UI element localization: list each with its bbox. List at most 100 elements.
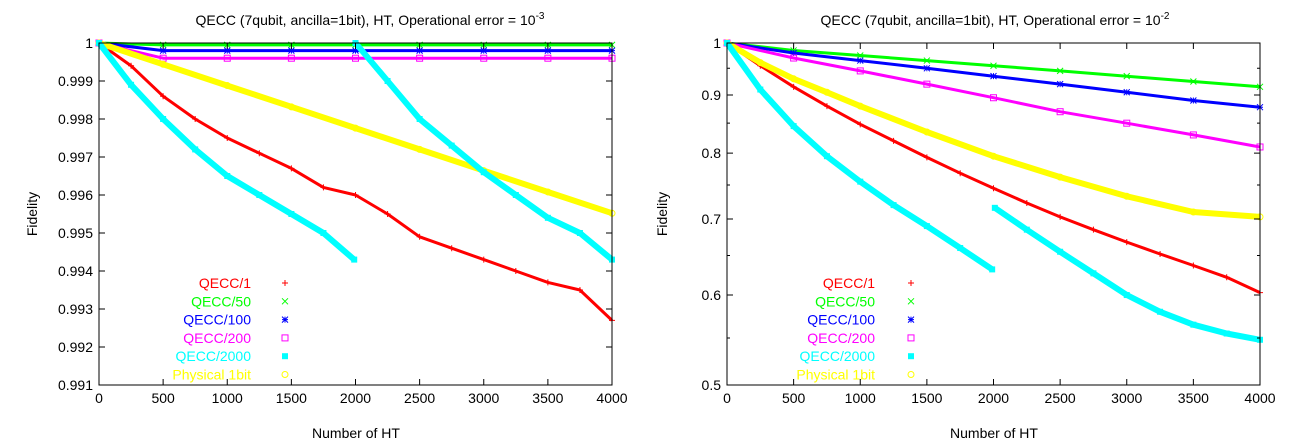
chart-right-xtick-label-3: 1500 <box>911 390 942 406</box>
chart-right-xlabel: Number of HT <box>950 425 1038 441</box>
chart-right-point-qecc-2000-10 <box>1023 226 1030 233</box>
chart-right-xtick-label-5: 2500 <box>1045 390 1076 406</box>
chart-right-point-qecc-50-6 <box>1123 72 1131 80</box>
chart-left-point-qecc-1-3 <box>192 116 199 122</box>
chart-left-xtick-label-8: 4000 <box>596 390 627 406</box>
chart-left-xtick-label-0: 0 <box>95 390 103 406</box>
chart-right-xtick-label-2: 1000 <box>845 390 876 406</box>
chart-right-legend-label-qecc-200: QECC/200 <box>807 330 875 346</box>
chart-left-point-qecc-2000-4 <box>224 173 231 179</box>
chart-left-legend-marker-physical-1bit <box>281 371 289 378</box>
chart-left-ytick-label-6: 0.997 <box>58 149 93 165</box>
chart-left-point-qecc-2000-2 <box>160 116 167 122</box>
chart-left-plot-area <box>95 39 616 385</box>
chart-left-point-qecc-1-1 <box>128 62 135 69</box>
chart-right-point-qecc-2000-6 <box>923 223 930 230</box>
chart-left-ytick-label-9: 1 <box>85 35 93 51</box>
chart-right-xtick-label-0: 0 <box>723 390 731 406</box>
chart-left-point-physical-1bit-2 <box>223 82 231 90</box>
chart-right-point-qecc-50-5 <box>1056 67 1064 75</box>
chart-left-point-qecc-2000-1 <box>128 81 135 88</box>
chart-right-legend-label-qecc-1: QECC/1 <box>823 275 875 291</box>
chart-right: QECC (7qubit, ancilla=1bit), HT, Operati… <box>654 11 1276 441</box>
chart-left-xtick-label-2: 1000 <box>212 390 243 406</box>
chart-right-plot-area <box>723 39 1264 385</box>
chart-left-legend-marker-qecc-2000 <box>282 353 288 360</box>
chart-left-point-qecc-200-5 <box>416 54 424 62</box>
chart-left: QECC (7qubit, ancilla=1bit), HT, Operati… <box>24 11 628 441</box>
chart-right-point-qecc-2000-2 <box>790 123 797 130</box>
chart-left-point-qecc-1-12 <box>480 256 487 263</box>
chart-left-xtick-label-3: 1500 <box>276 390 307 406</box>
chart-left-legend: QECC/1 QECC/50 QECC/100 QECC/200 QECC/2000 Ph… <box>172 275 289 383</box>
chart-left-legend-marker-qecc-50 <box>281 297 289 305</box>
chart-left-xtick-label-6: 3000 <box>468 390 499 406</box>
chart-left-point-qecc-2000-11 <box>416 116 423 122</box>
chart-left-xtick-label-4: 2000 <box>340 390 371 406</box>
chart-right-point-qecc-1-6 <box>923 154 930 161</box>
chart-left-point-qecc-2000-15 <box>544 214 551 221</box>
chart-right-point-qecc-1-7 <box>957 170 964 177</box>
chart-left-ytick-label-2: 0.993 <box>58 301 93 317</box>
chart-right-point-qecc-50-4 <box>990 62 997 70</box>
chart-left-point-qecc-200-7 <box>544 54 552 62</box>
chart-left-point-qecc-1-10 <box>416 233 423 240</box>
chart-right-point-qecc-100-4 <box>990 72 997 80</box>
chart-left-ytick-label-8: 0.999 <box>58 73 93 89</box>
chart-left-legend-marker-qecc-100 <box>281 316 289 323</box>
chart-left-series-qecc-1 <box>96 40 615 324</box>
chart-left-legend-label-qecc-200: QECC/200 <box>183 330 251 346</box>
chart-right-point-qecc-2000-4 <box>857 178 864 185</box>
chart-right-ytick-label-1: 0.6 <box>702 287 722 303</box>
chart-right-point-qecc-50-7 <box>1190 78 1197 85</box>
chart-left-point-qecc-100-5 <box>416 47 423 54</box>
chart-left-point-qecc-1-6 <box>288 165 295 172</box>
chart-right-point-qecc-1-2 <box>790 83 797 90</box>
chart-right-legend-marker-qecc-1 <box>908 280 914 286</box>
chart-right-ytick-label-5: 1 <box>713 35 721 51</box>
chart-right-point-qecc-1-11 <box>1090 226 1097 233</box>
chart-right-point-physical-1bit-6 <box>990 152 997 160</box>
chart-left-point-qecc-100-7 <box>544 47 552 54</box>
chart-left-point-qecc-2000-14 <box>512 192 519 198</box>
chart-right-point-qecc-100-6 <box>1123 88 1131 96</box>
chart-right-point-qecc-1-8 <box>990 185 997 192</box>
chart-right-point-qecc-50-3 <box>923 57 931 64</box>
chart-left-point-qecc-100-2 <box>223 47 231 54</box>
chart-right-point-qecc-50-2 <box>856 52 864 59</box>
chart-right-point-qecc-1-5 <box>890 137 897 144</box>
chart-right-point-qecc-2000-16 <box>1223 330 1230 337</box>
chart-left-point-qecc-200-4 <box>352 54 359 62</box>
chart-right-point-qecc-100-1 <box>790 49 797 57</box>
chart-left-point-physical-1bit-7 <box>544 188 552 196</box>
chart-left-point-qecc-2000-8 <box>351 256 358 263</box>
chart-right-point-physical-1bit-2 <box>790 75 798 83</box>
chart-left-point-physical-1bit-3 <box>287 103 295 111</box>
chart-right-ytick-label-0: 0.5 <box>702 377 722 393</box>
chart-right-legend-label-qecc-50: QECC/50 <box>815 293 875 309</box>
chart-right-point-qecc-2000-14 <box>1157 308 1164 315</box>
chart-right-legend-marker-qecc-100 <box>907 316 915 323</box>
chart-right-point-physical-1bit-3 <box>823 88 831 96</box>
chart-right-title: QECC (7qubit, ancilla=1bit), HT, Operati… <box>821 11 1170 28</box>
chart-right-point-qecc-100-7 <box>1190 97 1197 104</box>
chart-right-series-physical-1bit <box>723 39 1264 221</box>
chart-left-ytick-label-1: 0.992 <box>58 339 93 355</box>
chart-left-point-physical-1bit-5 <box>416 145 424 153</box>
chart-right-ytick-label-3: 0.8 <box>702 145 722 161</box>
chart-left-point-qecc-2000-7 <box>320 230 327 236</box>
chart-right-series-qecc-2000 <box>724 40 1263 343</box>
chart-left-point-qecc-1-7 <box>320 184 327 191</box>
chart-right-series-qecc-200-trace <box>726 41 1261 149</box>
chart-left-ylabel: Fidelity <box>24 192 40 236</box>
chart-right-point-qecc-1-9 <box>1023 200 1030 207</box>
chart-left-point-qecc-2000-16 <box>576 230 583 236</box>
chart-right-point-qecc-2000-5 <box>890 202 897 209</box>
chart-right-point-qecc-2000-15 <box>1190 321 1197 328</box>
chart-left-point-qecc-2000-12 <box>448 142 455 149</box>
chart-left-point-qecc-1-2 <box>160 93 167 100</box>
chart-right-point-qecc-1-3 <box>823 103 830 110</box>
chart-right-ylabel: Fidelity <box>654 192 670 236</box>
chart-left-ytick-label-4: 0.995 <box>58 225 93 241</box>
chart-right-xtick-label-7: 3500 <box>1178 390 1209 406</box>
